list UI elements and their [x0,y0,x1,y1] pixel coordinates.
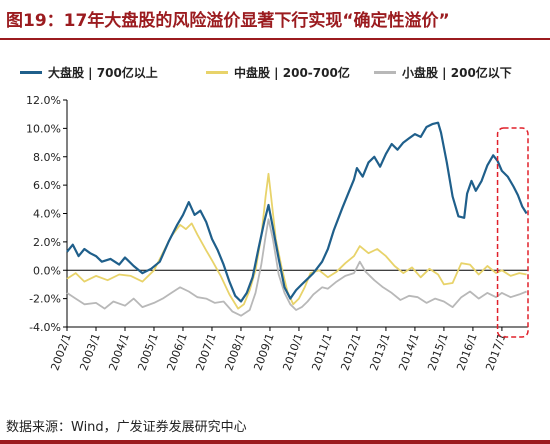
y-tick-label: 10.0% [26,122,61,135]
x-tick-label: 2004/1 [106,332,131,373]
legend-item-mid: 中盘股 | 200-700亿 [206,64,350,81]
y-tick-label: -4.0% [29,321,61,334]
legend-swatch-large [20,71,42,74]
line-chart: 12.0% 10.0% 8.0% 6.0% 4.0% 2.0% 0.0% -2.0% -4.0%… [26,94,529,373]
x-tick-label: 2007/1 [193,332,218,373]
y-tick-label: 12.0% [26,94,61,107]
series-line-small [66,218,527,317]
figure-title-bar: 图19：17年大盘股的风险溢价显著下行实现“确定性溢价” [0,0,550,40]
source-note: 数据来源：Wind，广发证券发展研究中心 [6,420,247,435]
x-tick-label: 2010/1 [280,332,305,373]
legend-item-large: 大盘股 | 700亿以上 [20,64,158,81]
x-tick-label: 2013/1 [367,332,392,373]
highlight-box [496,127,529,338]
figure-title: 图19：17年大盘股的风险溢价显著下行实现“确定性溢价” [6,11,450,31]
legend-label-small: 小盘股 | 200亿以下 [402,66,512,80]
y-tick-label: 4.0% [33,208,61,221]
legend-label-large: 大盘股 | 700亿以上 [48,66,158,80]
x-tick-label: 2015/1 [425,332,450,373]
bottom-bar [0,440,550,444]
x-tick-label: 2002/1 [48,332,73,373]
legend-item-small: 小盘股 | 200亿以下 [374,64,512,81]
x-tick-label: 2006/1 [164,332,189,373]
y-tick-label: -2.0% [29,293,61,306]
x-tick-label: 2008/1 [222,332,247,373]
y-tick-label: 6.0% [33,179,61,192]
y-tick-label: 0.0% [33,264,61,277]
x-tick-label: 2005/1 [135,332,160,373]
legend: 大盘股 | 700亿以上 中盘股 | 200-700亿 小盘股 | 200亿以下 [20,64,550,86]
x-tick-label: 2012/1 [338,332,363,373]
x-tick-label: 2003/1 [77,332,102,373]
y-tick-label: 2.0% [33,236,61,249]
x-tick-label: 2009/1 [251,332,276,373]
x-tick-label: 2016/1 [454,332,479,373]
legend-label-mid: 中盘股 | 200-700亿 [234,66,350,80]
x-tick-label: 2014/1 [396,332,421,373]
legend-swatch-small [374,71,396,74]
legend-swatch-mid [206,71,228,74]
series-line-large [66,121,528,303]
x-tick-label: 2011/1 [309,332,334,373]
y-tick-label: 8.0% [33,151,61,164]
